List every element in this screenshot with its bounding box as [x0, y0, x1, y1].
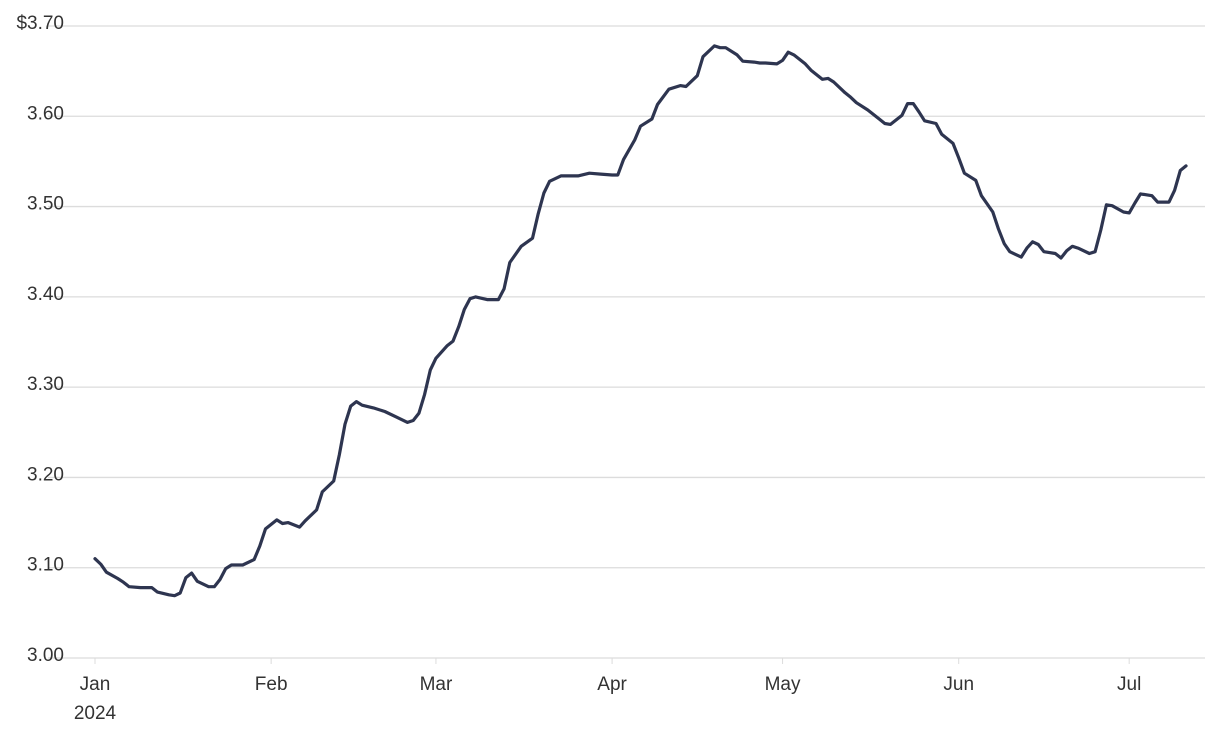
x-tick-label: May: [765, 674, 801, 695]
x-tick-label: Apr: [597, 674, 627, 695]
x-tick-label: Jul: [1117, 674, 1141, 695]
y-tick-label: 3.30: [27, 374, 64, 395]
price-line: [93, 44, 1188, 598]
x-tick-label: Mar: [420, 674, 453, 695]
y-tick-label: 3.10: [27, 555, 64, 576]
x-tick-label: Jan: [80, 674, 111, 695]
y-tick-label: 3.20: [27, 464, 64, 485]
x-tick-label: Feb: [255, 674, 288, 695]
y-tick-label: 3.50: [27, 194, 64, 215]
y-tick-label: 3.60: [27, 103, 64, 124]
y-tick-label: $3.70: [16, 13, 64, 34]
x-tick-label: Jun: [943, 674, 974, 695]
x-year-label: 2024: [74, 703, 117, 724]
y-tick-label: 3.00: [27, 645, 64, 666]
y-tick-label: 3.40: [27, 284, 64, 305]
